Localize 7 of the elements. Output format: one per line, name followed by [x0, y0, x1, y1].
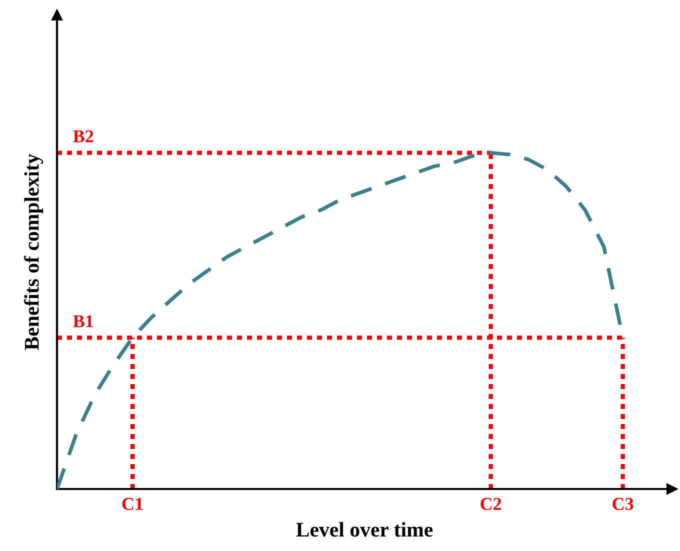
ref-line-label: B2: [73, 130, 94, 142]
x-tick-label: C1: [122, 498, 143, 510]
x-tick-label: C3: [612, 498, 634, 510]
x-axis-title: Level over time: [296, 522, 433, 537]
ref-line-label: B1: [73, 315, 93, 328]
x-tick-label: C2: [480, 498, 502, 510]
y-axis-title: Benefits of complexity: [24, 154, 44, 350]
